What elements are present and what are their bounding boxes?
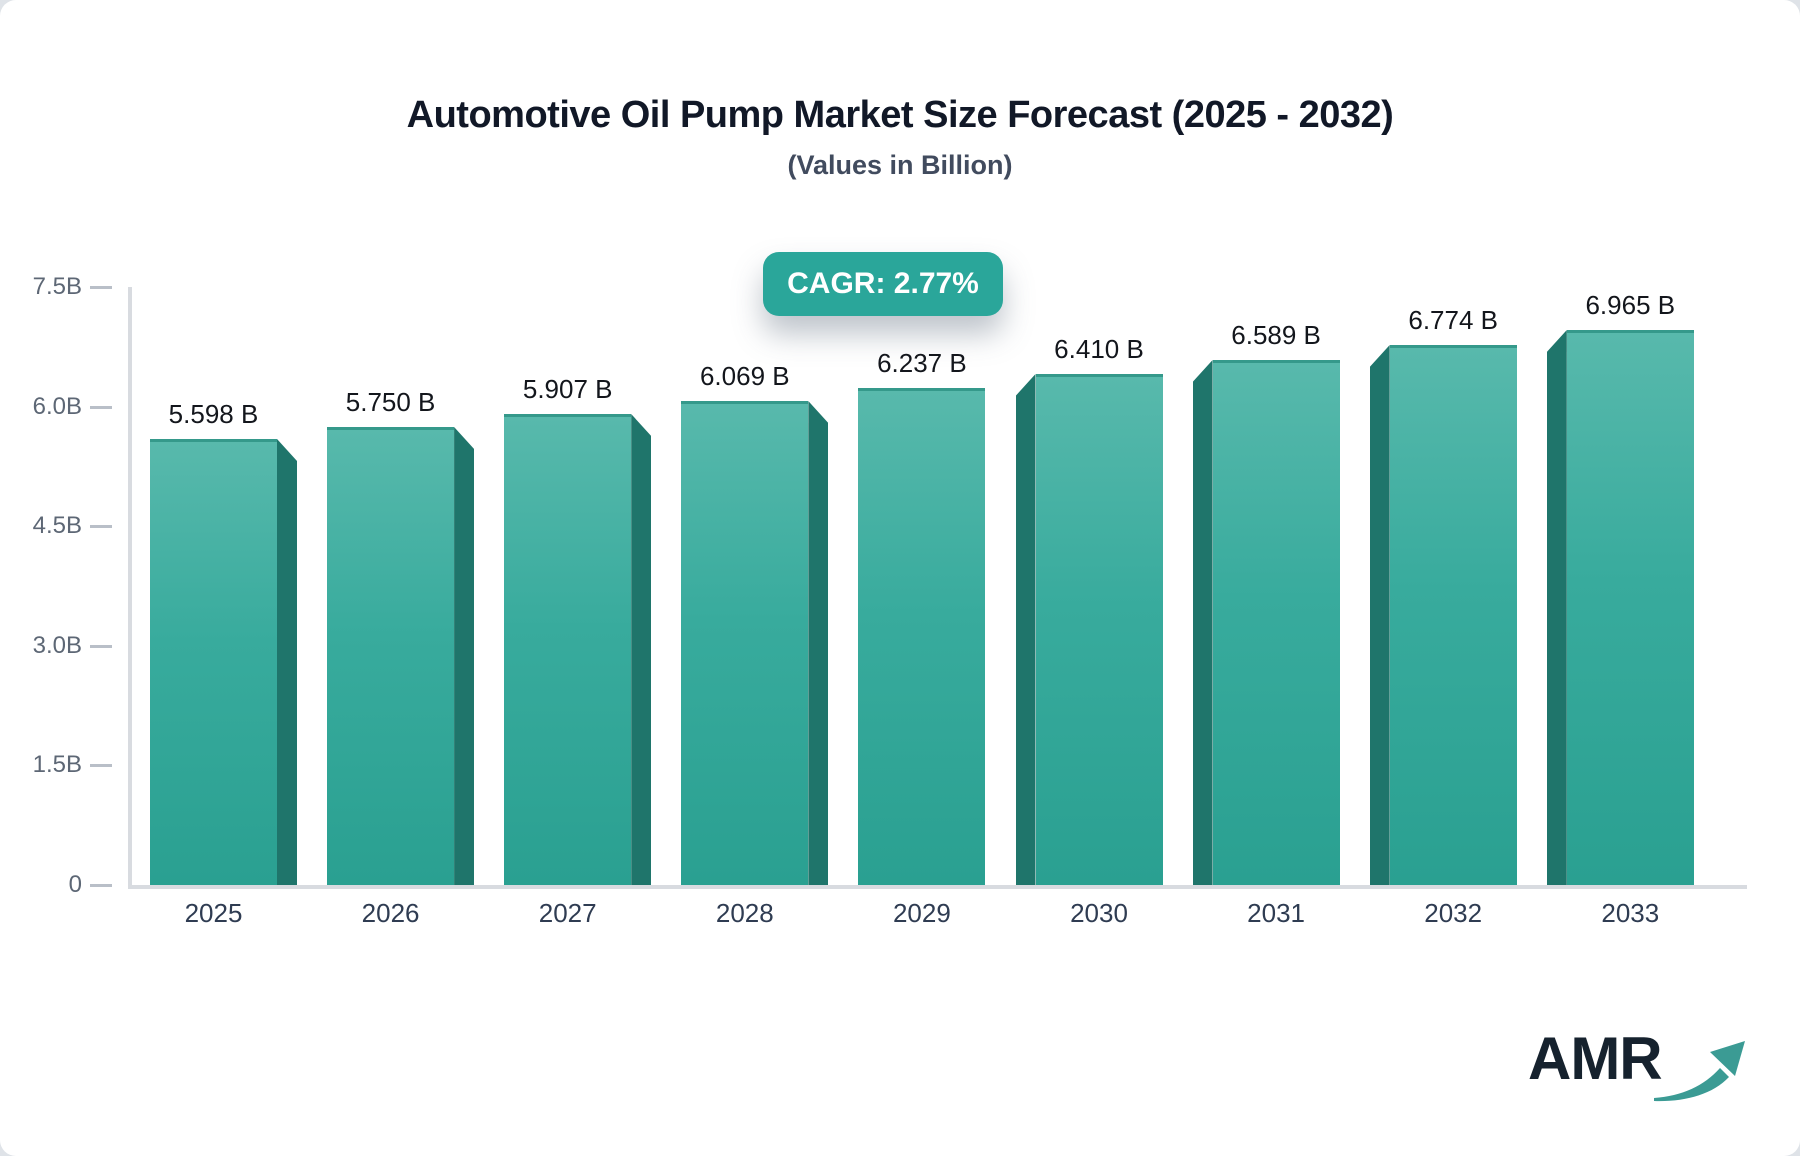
bar-side-shadow [1546, 330, 1567, 885]
x-tick-label: 2029 [892, 898, 951, 928]
cagr-badge-label: CAGR: 2.77% [787, 267, 979, 300]
bar-2026 [327, 427, 475, 885]
bar-2031 [1192, 360, 1340, 885]
bar-side-shadow [1192, 360, 1213, 885]
growth-arrow-icon [1653, 1041, 1745, 1102]
chart-subtitle: (Values in Billion) [787, 150, 1013, 180]
amr-logo-text: AMR [1528, 1025, 1663, 1092]
bar-face [1035, 374, 1163, 885]
bar-side-shadow [454, 427, 475, 885]
bar-value-label: 6.589 B [1231, 320, 1321, 350]
y-tick-label: 3.0B [32, 631, 82, 659]
y-tick-dash [90, 405, 112, 409]
x-tick-label: 2030 [1070, 898, 1128, 928]
bar-2033 [1546, 330, 1694, 885]
amr-logo: AMR [1528, 1026, 1748, 1104]
x-tick-label: 2032 [1424, 898, 1483, 928]
bar-value-label: 6.965 B [1585, 290, 1676, 320]
y-tick-dash [90, 884, 112, 887]
cagr-badge: CAGR: 2.77% [763, 252, 1003, 316]
x-tick-label: 2027 [538, 898, 597, 928]
bar-side-shadow [1369, 345, 1390, 885]
bar-face [150, 439, 277, 885]
x-axis-line [128, 885, 1747, 889]
bar-2025 [150, 439, 297, 885]
bar-face [681, 401, 809, 885]
bar-value-label: 6.774 B [1408, 305, 1498, 335]
y-tick-label: 6.0B [32, 392, 82, 420]
bar-face [1566, 330, 1694, 885]
bar-2029 [858, 388, 986, 885]
x-tick-label: 2031 [1247, 898, 1306, 928]
bar-value-label: 6.069 B [699, 361, 790, 391]
x-tick-label: 2026 [361, 898, 420, 928]
bar-value-label: 5.750 B [345, 387, 436, 417]
bar-value-label: 6.237 B [877, 348, 967, 378]
y-tick-label: 1.5B [32, 751, 82, 779]
bar-side-shadow [277, 439, 297, 885]
bar-side-shadow [1015, 374, 1036, 885]
y-tick-dash [90, 764, 112, 768]
x-tick-label: 2028 [715, 898, 774, 928]
y-axis-line [128, 287, 132, 888]
bar-2032 [1369, 345, 1517, 885]
bar-face [504, 414, 632, 885]
bar-2027 [504, 414, 652, 885]
y-tick-dash [90, 644, 112, 648]
y-tick-dash [90, 525, 112, 529]
bar-value-label: 5.907 B [522, 374, 613, 404]
bar-side-shadow [631, 414, 652, 885]
bar-face [858, 388, 986, 885]
bar-value-label: 6.410 B [1054, 334, 1144, 364]
bar-2030 [1015, 374, 1163, 885]
chart-title: Automotive Oil Pump Market Size Forecast… [406, 94, 1394, 136]
bar-2028 [681, 401, 829, 885]
bar-value-label: 5.598 B [168, 399, 259, 429]
y-tick-label: 4.5B [32, 512, 82, 540]
bar-face [327, 427, 455, 885]
y-tick-dash [90, 286, 112, 289]
bar-face [1212, 360, 1340, 885]
y-tick-label: 0 [68, 871, 82, 898]
x-tick-label: 2033 [1601, 898, 1660, 928]
bar-face [1389, 345, 1517, 885]
bar-side-shadow [808, 401, 829, 885]
x-tick-label: 2025 [184, 898, 243, 928]
y-tick-label: 7.5B [32, 273, 82, 300]
